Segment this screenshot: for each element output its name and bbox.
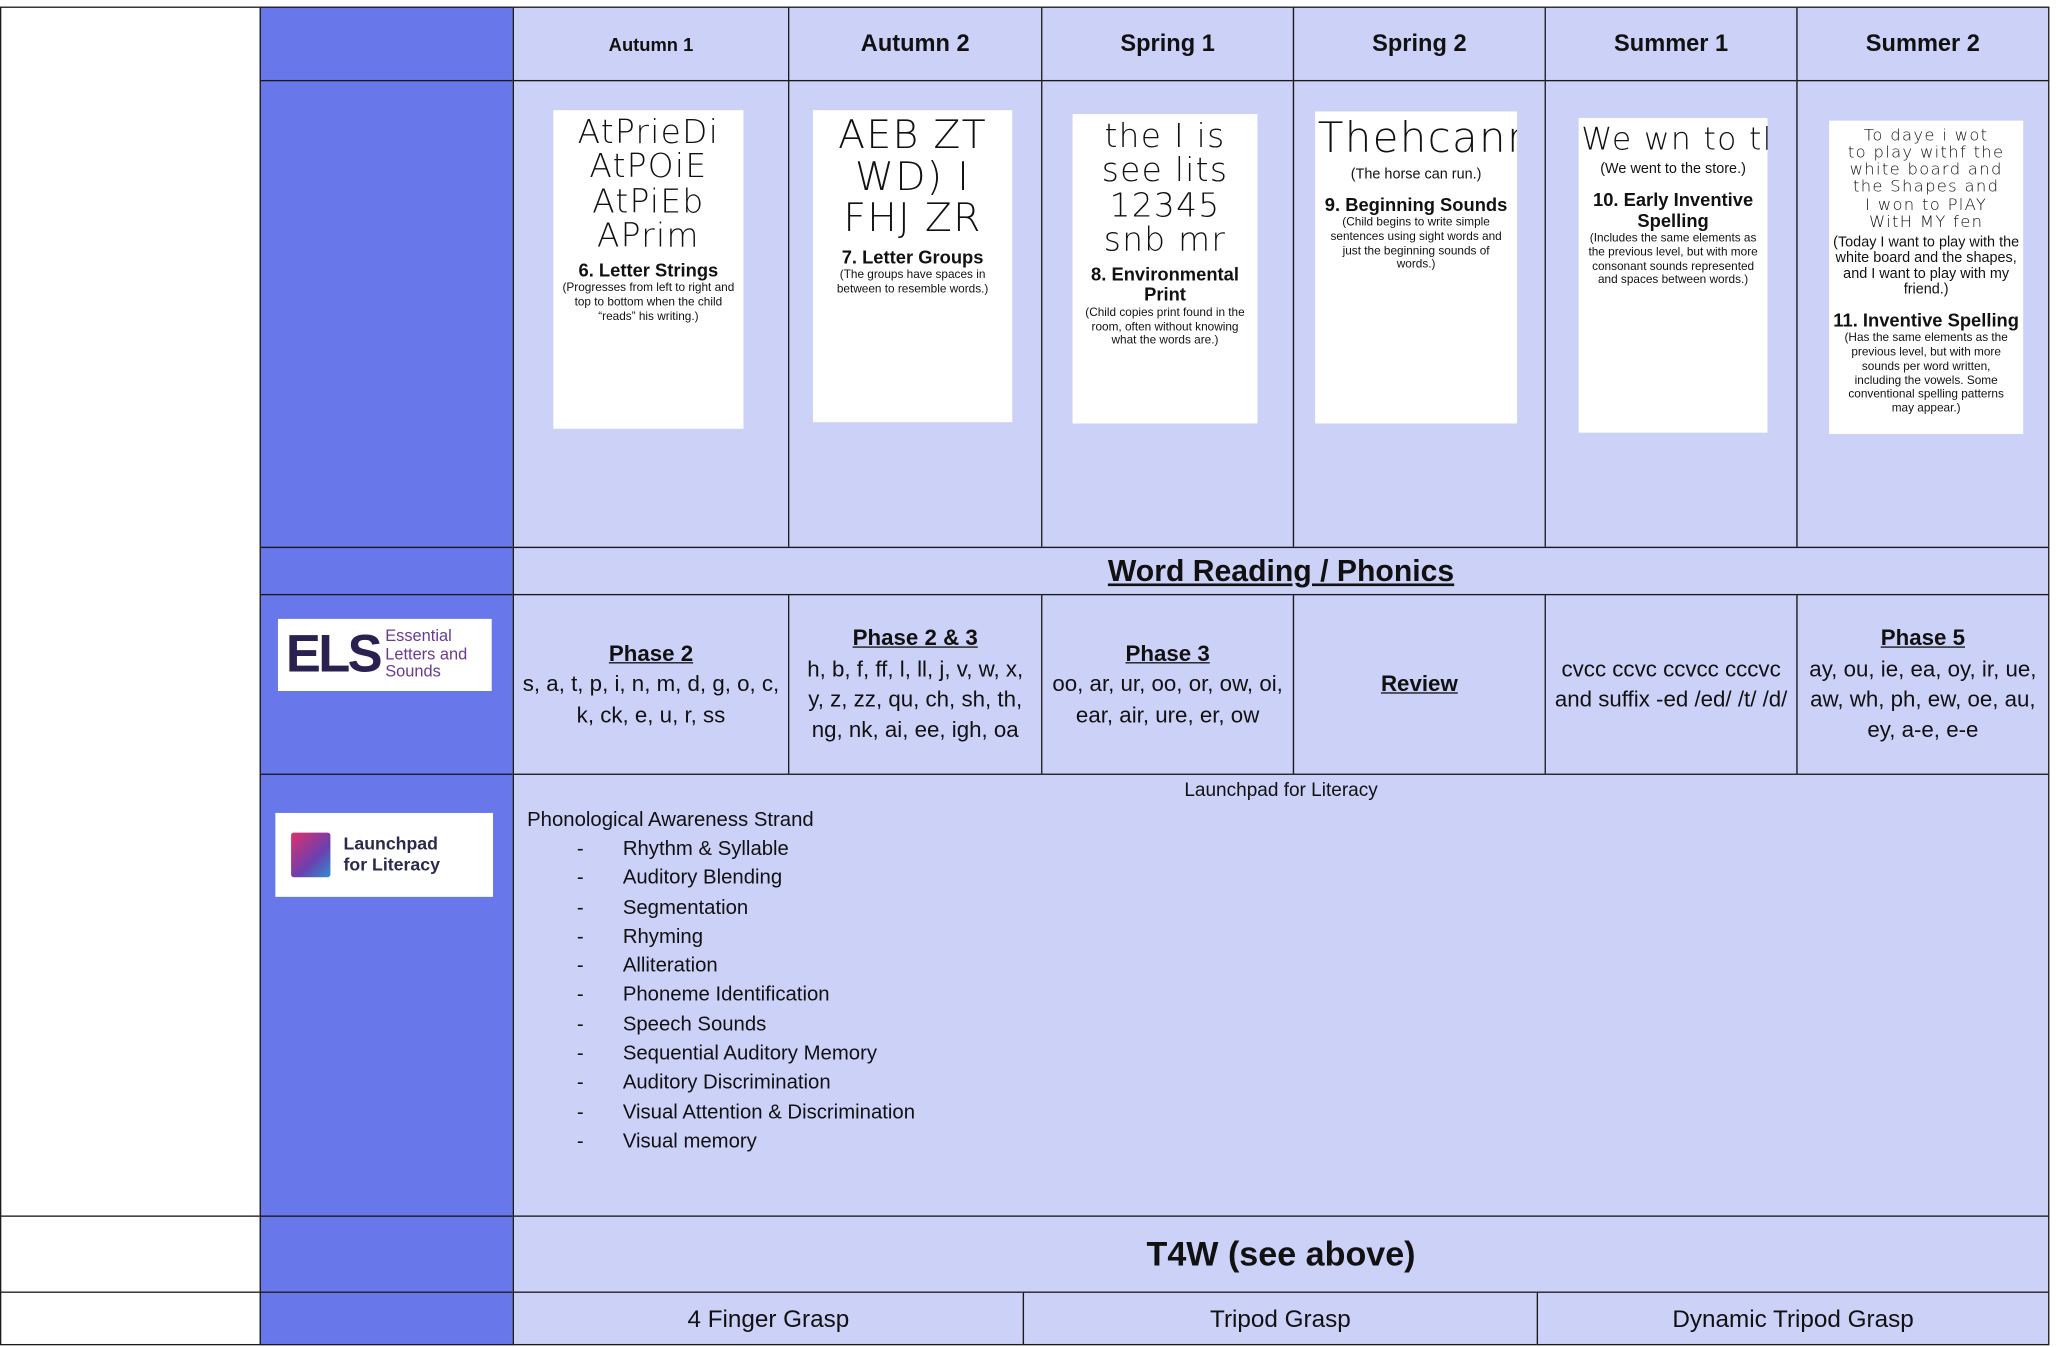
strand-item: Rhyming (527, 923, 915, 953)
phonics-cell: cvcc ccvc ccvcc cccvc and suffix -ed /ed… (1544, 593, 1798, 775)
term-header: Spring 1 (1041, 6, 1295, 82)
term-header: Spring 2 (1292, 6, 1546, 82)
phonics-heading: Phase 2 (608, 640, 694, 666)
handwriting: FHJ ZR (843, 195, 982, 242)
sample-description: (The groups have spaces in between to re… (836, 267, 989, 295)
translation: (Today I want to play with the white boa… (1833, 234, 2020, 298)
side-cell (259, 1215, 514, 1293)
strand-title: Phonological Awareness Strand (527, 809, 814, 832)
writing-sample: the I is see lits 12345 snb mr 8. Environmen… (1072, 114, 1258, 424)
els-logo: ELS Essential Letters and Sounds (277, 618, 492, 692)
handwriting: AtPiEb (592, 181, 705, 220)
translation: (The horse can run.) (1350, 165, 1482, 182)
writing-sample: To daye i wot to play withf the white boar… (1829, 120, 2024, 435)
handwriting: Thehcanr (1317, 112, 1518, 163)
term-header: Summer 1 (1544, 6, 1798, 82)
section-title: Word Reading / Phonics (512, 546, 2050, 596)
launchpad-icon (291, 832, 331, 878)
side-cell (259, 6, 514, 82)
term-header: Autumn 1 (512, 6, 790, 82)
handwriting: see lits (1101, 151, 1229, 190)
strand-item: Auditory Discrimination (527, 1069, 915, 1099)
phonics-cell: Phase 2 s, a, t, p, i, n, m, d, g, o, c, … (512, 593, 790, 775)
els-text: Essential Letters and Sounds (385, 626, 468, 682)
sample-caption: 6. Letter Strings (578, 259, 719, 281)
handwriting: snb mr (1103, 219, 1227, 258)
phonics-cell: Phase 5 ay, ou, ie, ea, oy, ir, ue, aw, w… (1796, 593, 2050, 775)
grasp: 4 Finger Grasp (512, 1291, 1025, 1346)
launchpad-logo: Launchpad for Literacy (275, 812, 494, 897)
strand-item: Speech Sounds (527, 1011, 915, 1041)
phonics-cell: Review (1292, 593, 1546, 775)
strand-item: Phoneme Identification (527, 981, 915, 1011)
sample-caption: 10. Early Inventive Spelling (1592, 189, 1754, 231)
phonics-body: h, b, f, ff, l, ll, j, v, w, x, y, z, zz… (807, 656, 1024, 743)
phonics-body: s, a, t, p, i, n, m, d, g, o, c, k, ck, … (522, 671, 780, 728)
launchpad-title: Launchpad for Literacy (1184, 780, 1378, 802)
term-header: Autumn 2 (788, 6, 1043, 82)
strand-item: Auditory Blending (527, 864, 915, 894)
handwriting: 12345 (1109, 185, 1221, 224)
launchpad-logo-text: Launchpad for Literacy (343, 834, 440, 875)
blank-cell (0, 6, 261, 1217)
sample-description: (Has the same elements as the previous l… (1844, 330, 2008, 415)
sample-description: (Includes the same elements as the previ… (1588, 230, 1758, 287)
t4w: T4W (see above) (512, 1215, 2050, 1293)
side-cell (259, 1291, 514, 1346)
strand-list: Rhythm & SyllableAuditory BlendingSegmen… (527, 835, 915, 1157)
strand-item: Rhythm & Syllable (527, 835, 915, 865)
handwriting: I won to PlAY (1865, 193, 1988, 214)
launchpad-cell: Launchpad for Literacy Phonological Aware… (512, 773, 2050, 1217)
handwriting: the I is (1104, 116, 1226, 155)
els-mark: ELS (285, 625, 383, 684)
sample-description: (Child begins to write simple sentences … (1330, 215, 1502, 271)
handwriting: WitH MY fen (1868, 210, 1984, 231)
sample-description: (Child copies print found in the room, o… (1085, 305, 1245, 347)
writing-sample: AEB ZT WD) I FHJ ZR 7. Letter Groups (The gr… (812, 110, 1013, 423)
sample-caption: 8. Environmental Print (1091, 263, 1239, 305)
strand-item: Alliteration (527, 952, 915, 982)
sample-caption: 11. Inventive Spelling (1833, 309, 2019, 331)
handwriting: AEB ZT (838, 112, 988, 159)
term-header: Summer 2 (1796, 6, 2050, 82)
strand-item: Visual memory (527, 1128, 915, 1158)
side-cell (259, 79, 514, 549)
handwriting: to play withf the (1847, 141, 2005, 162)
translation: (We went to the store.) (1600, 161, 1746, 178)
phonics-body: oo, ar, ur, oo, or, ow, oi, ear, air, ur… (1052, 671, 1283, 728)
handwriting: white board and (1849, 158, 2003, 179)
sample-caption: 9. Beginning Sounds (1324, 193, 1508, 215)
handwriting: the Shapes and (1852, 176, 2000, 196)
sample-caption: 7. Letter Groups (841, 245, 984, 267)
handwriting: APrim (597, 216, 700, 255)
phonics-cell: Phase 2 & 3 h, b, f, ff, l, ll, j, v, w, … (788, 593, 1043, 775)
grasp: Tripod Grasp (1022, 1291, 1539, 1346)
handwriting: AtPrieDi (577, 112, 720, 151)
phonics-body: cvcc ccvc ccvcc cccvc and suffix -ed /ed… (1554, 656, 1788, 712)
phonics-body: ay, ou, ie, ea, oy, ir, ue, aw, wh, ph, … (1809, 656, 2037, 743)
strand-item: Sequential Auditory Memory (527, 1040, 915, 1070)
phonics-heading: Phase 3 (1125, 640, 1210, 666)
sample-description: (Progresses from left to right and top t… (562, 281, 735, 323)
phonics-cell: Phase 3 oo, ar, ur, oo, or, ow, oi, ear, … (1041, 593, 1295, 775)
strand-item: Visual Attention & Discrimination (527, 1098, 915, 1128)
writing-sample: Thehcanr (The horse can run.) 9. Beginning… (1315, 111, 1518, 424)
phonics-heading: Phase 5 (1880, 625, 1965, 651)
writing-sample: AtPrieDi AtPOiE AtPiEb APrim 6. Letter Strin… (553, 110, 744, 429)
writing-sample: We wn to the s (We went to the store.) 10.… (1578, 118, 1768, 433)
handwriting: AtPOiE (589, 147, 708, 186)
handwriting: WD) I (854, 154, 971, 200)
phonics-heading: Phase 2 & 3 (852, 625, 978, 651)
blank-cell (0, 1291, 261, 1346)
launchpad-content: Phonological Awareness Strand Rhythm & Sy… (527, 806, 915, 1157)
blank-cell (0, 1215, 261, 1293)
handwriting: We wn to the s (1581, 120, 1767, 158)
grasp: Dynamic Tripod Grasp (1536, 1291, 2050, 1346)
side-cell (259, 546, 514, 596)
phonics-heading: Review (1380, 671, 1458, 697)
handwriting: To daye i wot (1863, 124, 1989, 145)
strand-item: Segmentation (527, 894, 915, 924)
